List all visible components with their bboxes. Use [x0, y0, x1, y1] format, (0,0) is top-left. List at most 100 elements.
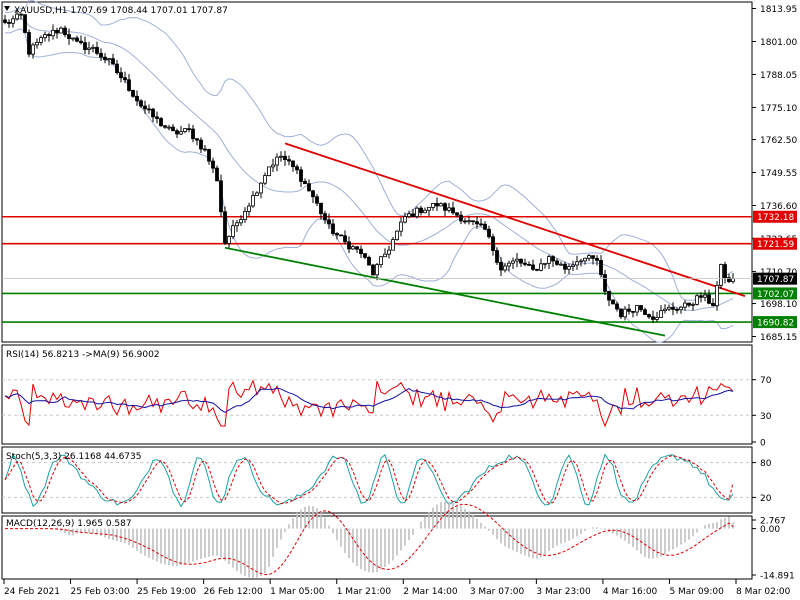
candle-body	[647, 314, 651, 318]
time-tick-label: 3 Mar 23:00	[536, 587, 591, 597]
stochastic-lines	[2, 453, 752, 508]
rsi-panel-frame	[1, 344, 753, 445]
candle-body	[483, 223, 487, 230]
level-labels: 1732.18 1721.59 1702.07 1690.82	[753, 210, 797, 329]
candle-body	[543, 262, 547, 265]
candle-body	[91, 46, 95, 49]
candle-body	[27, 32, 31, 55]
candle-body	[575, 261, 579, 266]
candle-body	[83, 42, 87, 50]
candle-body	[487, 228, 491, 238]
candle-body	[247, 205, 251, 212]
candle-body	[19, 13, 23, 16]
candle-body	[719, 264, 723, 286]
candle-body	[255, 192, 259, 196]
stoch-panel-frame	[1, 446, 753, 514]
candle-body	[35, 42, 39, 46]
candle-body	[603, 274, 607, 292]
candle-body	[367, 256, 371, 266]
candle-body	[11, 18, 15, 24]
time-tick-label: 5 Mar 09:00	[669, 587, 724, 597]
candle-body	[79, 40, 83, 44]
candle-body	[663, 308, 667, 312]
candle-body	[687, 302, 691, 306]
price-tick-label: 1762.50	[760, 136, 797, 146]
candle-body	[139, 100, 143, 107]
candle-body	[455, 212, 459, 216]
candle-body	[31, 44, 35, 55]
candle-body	[103, 56, 107, 61]
time-tick-label: 8 Mar 02:00	[736, 587, 791, 597]
level-label-1: 1721.59	[757, 240, 794, 250]
band-middle-line	[4, 18, 734, 311]
candle-body	[131, 90, 135, 97]
time-tick-label: 1 Mar 05:00	[270, 587, 325, 597]
level-label-box-2	[753, 287, 797, 300]
current-price-box	[753, 272, 797, 285]
level-label-box-1	[753, 237, 797, 250]
candle-body	[107, 58, 111, 61]
candle-body	[551, 256, 555, 262]
candle-body	[191, 128, 195, 140]
candle-body	[507, 262, 511, 267]
candle-body	[171, 126, 175, 132]
candle-body	[407, 213, 411, 218]
candle-body	[655, 317, 659, 320]
rsi-tick-label: 70	[760, 376, 772, 386]
candle-body	[99, 52, 103, 58]
candle-body	[243, 211, 247, 220]
candle-body	[287, 159, 291, 162]
macd-panel-frame	[1, 515, 753, 580]
rsi-tick-label: 0	[760, 439, 766, 449]
candle-body	[555, 260, 559, 265]
candle-body	[39, 37, 43, 43]
time-tick-label: 2 Mar 14:00	[403, 587, 458, 597]
candle-body	[683, 302, 687, 308]
candle-body	[135, 95, 139, 102]
rsi-lines	[2, 379, 752, 428]
candle-body	[435, 203, 439, 207]
panel-menu-icon[interactable]	[4, 6, 10, 11]
candle-body	[379, 256, 383, 266]
main-panel-frame	[1, 1, 753, 343]
price-tick-label: 1736.60	[760, 202, 797, 212]
candle-body	[63, 27, 67, 35]
candle-body	[443, 203, 447, 211]
candle-body	[215, 167, 219, 182]
candle-body	[299, 169, 303, 182]
candle-body	[587, 255, 591, 259]
horizontal-levels	[2, 215, 752, 323]
candle-body	[463, 220, 467, 223]
candle-body	[675, 308, 679, 311]
level-label-0: 1732.18	[757, 213, 794, 223]
candle-body	[519, 258, 523, 264]
candle-body	[391, 239, 395, 251]
candle-body	[631, 310, 635, 313]
candle-body	[659, 310, 663, 318]
candle-body	[671, 306, 675, 310]
candle-body	[387, 249, 391, 255]
candle-body	[451, 207, 455, 214]
stoch-panel: 80 20 Stoch(5,3,3) 26.1168 44.6735	[1, 446, 772, 514]
candle-body	[311, 190, 315, 198]
candle-body	[23, 14, 27, 33]
candle-body	[279, 155, 283, 158]
price-tick-label: 1788.05	[760, 71, 797, 81]
candle-body	[467, 220, 471, 223]
candle-body	[427, 206, 431, 211]
time-axis: 24 Feb 2021 25 Feb 03:00 25 Feb 19:00 26 Fe…	[3, 579, 791, 597]
candle-body	[359, 248, 363, 255]
candle-body	[547, 256, 551, 264]
candle-body	[395, 230, 399, 241]
time-tick-label: 26 Feb 12:00	[204, 587, 263, 597]
candle-body	[539, 263, 543, 271]
candle-body	[275, 156, 279, 166]
macd-header: MACD(12,26,9) 1.965 0.587	[6, 519, 132, 529]
trendline-1	[224, 246, 666, 337]
price-tick-label: 1685.15	[760, 333, 797, 343]
candle-body	[155, 116, 159, 119]
candle-body	[499, 261, 503, 271]
candle-body	[371, 264, 375, 276]
